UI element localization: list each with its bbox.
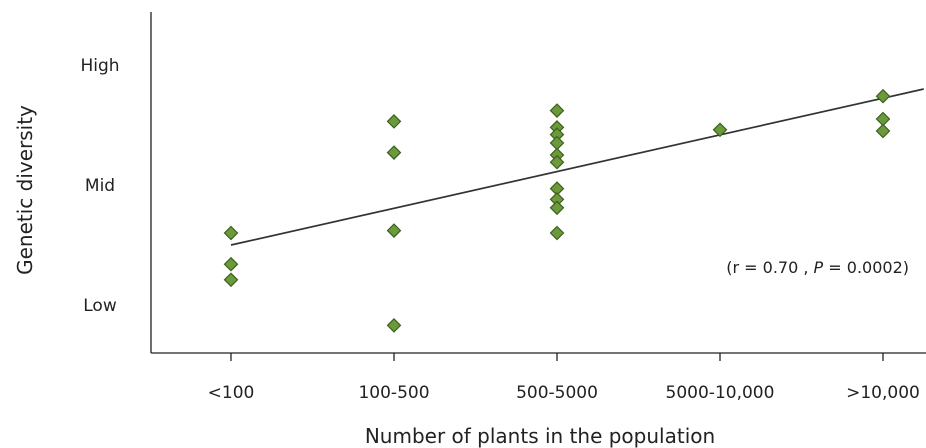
annotation-p-symbol: P — [814, 258, 824, 277]
data-point — [549, 225, 565, 241]
correlation-annotation: (r = 0.70 , P = 0.0002) — [726, 258, 909, 277]
x-axis-title: Number of plants in the population — [365, 424, 715, 448]
axes — [150, 12, 926, 354]
data-point — [549, 154, 565, 170]
data-points — [223, 88, 891, 333]
y-ticks: Low Mid High — [80, 56, 119, 316]
x-ticks: <100 100-500 500-5000 5000-10,000 >10,000 — [208, 353, 920, 403]
data-point — [875, 88, 891, 104]
data-point — [549, 135, 565, 151]
x-tick-label: 500-5000 — [516, 383, 598, 403]
x-tick-label: >10,000 — [846, 383, 920, 403]
annotation-r: (r = 0.70 , — [726, 258, 813, 277]
data-point — [223, 256, 239, 272]
data-point — [875, 111, 891, 127]
data-point — [549, 200, 565, 216]
data-point — [712, 122, 728, 138]
data-point — [223, 272, 239, 288]
annotation-p-value: = 0.0002) — [823, 258, 909, 277]
data-point — [386, 318, 402, 333]
y-tick-label: Low — [83, 296, 117, 316]
y-tick-label: High — [80, 56, 119, 76]
data-point — [875, 123, 891, 139]
y-axis-title: Genetic diversity — [13, 105, 37, 275]
y-tick-label: Mid — [85, 176, 115, 196]
x-tick-label: 100-500 — [358, 383, 429, 403]
data-point — [549, 103, 565, 118]
data-point — [386, 223, 402, 238]
data-point — [223, 225, 239, 241]
data-point — [386, 145, 402, 160]
x-tick-label: <100 — [208, 383, 255, 403]
x-tick-label: 5000-10,000 — [666, 383, 775, 403]
data-point — [386, 114, 402, 129]
trendline — [230, 88, 924, 246]
